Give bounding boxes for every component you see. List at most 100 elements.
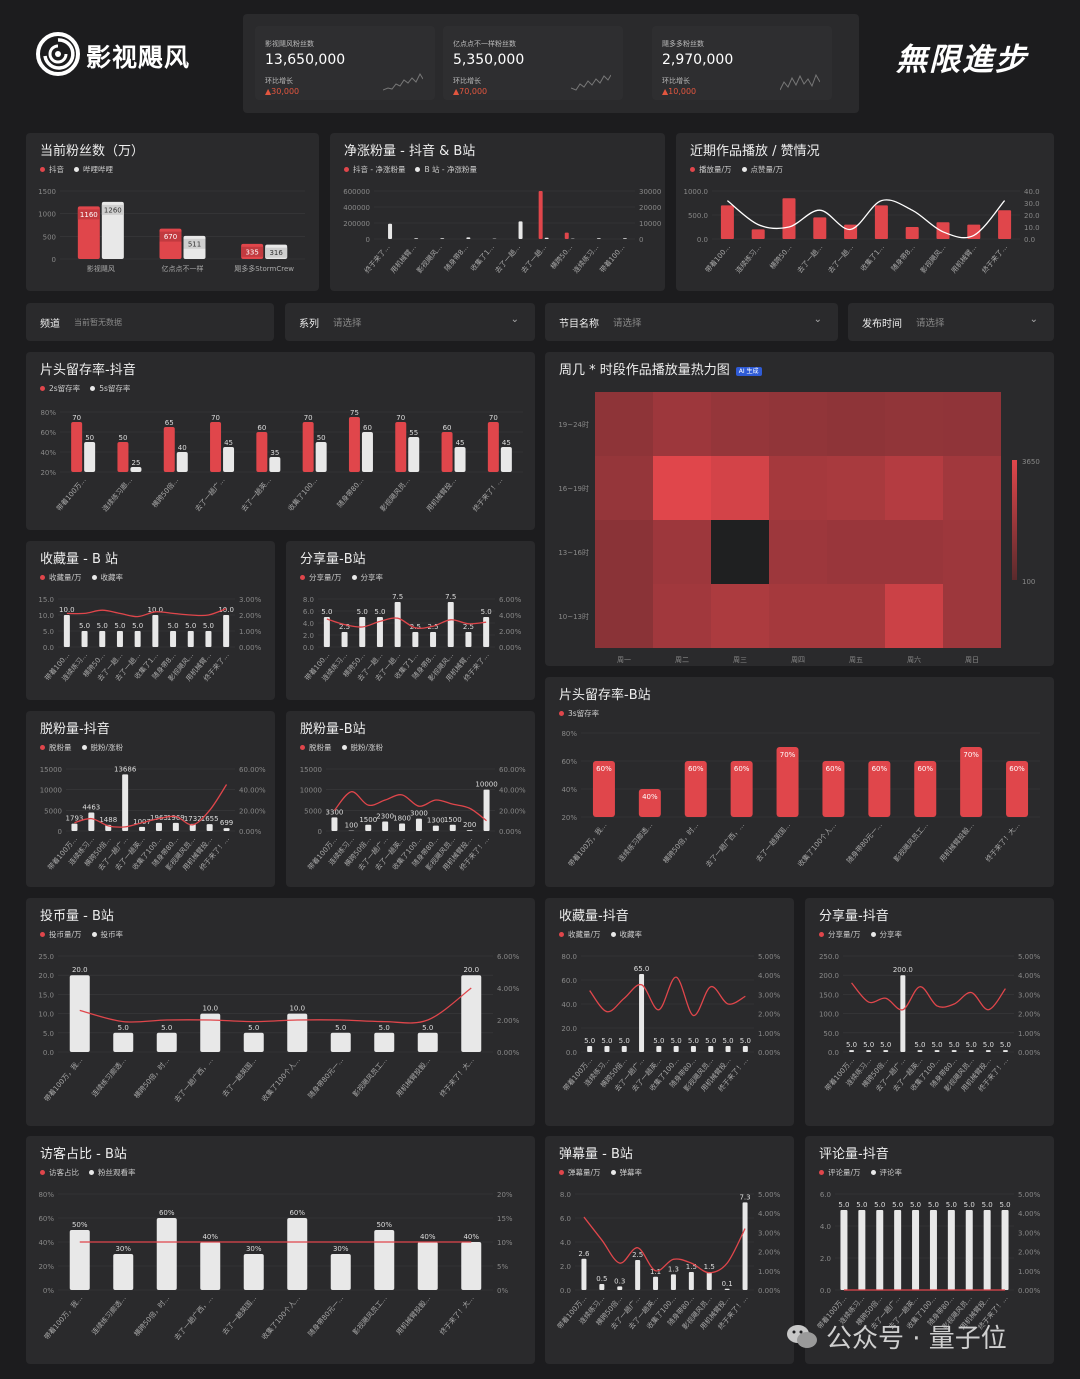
bar-label: 5.0: [671, 1037, 682, 1045]
legend-item[interactable]: 分享量/万: [300, 572, 342, 583]
bar: [88, 812, 95, 831]
bar: [500, 447, 512, 472]
legend-item[interactable]: 脱粉/涨粉: [341, 742, 383, 753]
bar: [113, 1254, 134, 1290]
bar-label: 5.0: [97, 622, 108, 630]
bar-label: 5.0: [874, 1201, 885, 1209]
legend-dot-icon: [74, 167, 79, 172]
bar: [466, 237, 471, 239]
legend-item[interactable]: 评论率: [870, 1167, 903, 1178]
bar-label: 40: [178, 444, 187, 452]
legend-item[interactable]: 哔哩哔哩: [74, 164, 113, 175]
y2-tick-label: 20.00%: [499, 807, 526, 815]
x-tick-label: 周二: [675, 656, 689, 664]
legend-item[interactable]: 2s留存率: [40, 383, 80, 394]
bar-label: 60%: [159, 1209, 175, 1217]
filter-channel[interactable]: 频道 当前暂无数据: [26, 303, 274, 341]
series-line: [66, 607, 227, 618]
legend-item[interactable]: 抖音: [40, 164, 64, 175]
legend-label: 投币率: [100, 930, 124, 939]
legend-item[interactable]: 投币率: [91, 929, 124, 940]
chart-title: 当前粉丝数（万）: [40, 144, 145, 159]
bar: [341, 632, 348, 647]
legend-item[interactable]: 收藏量/万: [559, 929, 601, 940]
y2-tick-label: 20%: [497, 1191, 513, 1199]
filter-series[interactable]: 系列 请选择 ⌄: [285, 303, 535, 341]
legend-item[interactable]: 投币量/万: [40, 929, 82, 940]
legend-item[interactable]: 弹幕量/万: [559, 1167, 601, 1178]
legend-item[interactable]: 收藏率: [91, 572, 123, 583]
legend-item[interactable]: 分享率: [351, 572, 383, 583]
legend-item[interactable]: 分享率: [870, 929, 902, 940]
bar-label: 70: [396, 414, 405, 422]
bar: [223, 615, 230, 647]
y-tick-label: 500: [43, 233, 56, 241]
bar: [71, 422, 83, 472]
legend-label: 抖音 - 净涨粉量: [353, 165, 406, 174]
heat-cell: [769, 584, 827, 648]
heat-cell: [827, 584, 885, 648]
bar: [134, 631, 141, 647]
heat-cell: [885, 392, 943, 456]
y2-tick-label: 10%: [497, 1239, 513, 1247]
bar-label: 5.0: [838, 1201, 849, 1209]
bar: [200, 1013, 221, 1052]
y-tick-label: 4.0: [820, 1223, 831, 1231]
bar: [622, 238, 627, 239]
bar: [822, 761, 845, 817]
panel-share-bili: 分享量-B站 分享量/万 分享率 8.0 6.0 4.0 2.0 0.0 6.00% 4.00% 2…: [286, 541, 535, 700]
bar-label: 1260: [104, 206, 122, 214]
y-tick-label: 1000.0: [684, 188, 709, 196]
y-tick-label: 10000: [40, 787, 62, 795]
filter-date[interactable]: 发布时间 请选择 ⌄: [848, 303, 1054, 341]
y-tick-label: 0.0: [828, 1049, 839, 1057]
chart-legend: 分享量/万 分享率: [300, 572, 383, 583]
bar-label: 7.5: [445, 593, 456, 601]
bar: [776, 747, 799, 817]
filter-program[interactable]: 节目名称 请选择 ⌄: [545, 303, 838, 341]
bar: [917, 1050, 923, 1052]
bar-label: 5.0: [914, 1041, 925, 1049]
bar: [670, 1274, 676, 1290]
x-tick-label: 收集了100...: [286, 476, 319, 513]
legend-item[interactable]: 5s留存率: [90, 383, 130, 394]
legend-item[interactable]: 脱粉/涨粉: [81, 742, 123, 753]
legend-label: 2s留存率: [49, 384, 81, 393]
bar-label: 1963: [150, 814, 168, 822]
legend-item[interactable]: 收藏率: [610, 929, 642, 940]
bar-label: 5.0: [357, 608, 368, 616]
bar: [315, 442, 327, 472]
bar: [269, 457, 281, 472]
panel-comment-douyin: 评论量-抖音 评论量/万 评论率 6.0 4.0 2.0 0.0 5.00% 4.00% 3.00…: [805, 1136, 1054, 1364]
y-tick-label: 80.0: [561, 953, 577, 961]
legend-item[interactable]: 粉丝观看率: [89, 1167, 136, 1178]
y2-tick-label: 40.0: [1024, 188, 1040, 196]
legend-item[interactable]: 访客占比: [40, 1167, 79, 1178]
legend-item[interactable]: 播放量/万: [690, 164, 732, 175]
legend-item[interactable]: 分享量/万: [819, 929, 861, 940]
kpi-change-value: 30,000: [271, 87, 300, 96]
y2-tick-label: 20.0: [1024, 212, 1040, 220]
y-tick-label: 15000: [300, 766, 322, 774]
heat-cell: [885, 520, 943, 584]
legend-item[interactable]: 3s留存率: [559, 708, 599, 719]
x-tick-label: 去了一趟...: [493, 243, 522, 275]
legend-dot-icon: [90, 386, 96, 391]
legend-item[interactable]: 抖音 - 净涨粉量: [344, 164, 405, 175]
legend-label: 收藏量/万: [49, 573, 82, 582]
legend-item[interactable]: B 站 - 净涨粉量: [415, 164, 477, 175]
legend-item[interactable]: 脱粉量: [40, 742, 72, 753]
bar: [382, 821, 389, 831]
legend-item[interactable]: 脱粉量: [300, 742, 332, 753]
legend-item[interactable]: 弹幕率: [610, 1167, 642, 1178]
legend-label: 评论率: [879, 1168, 903, 1177]
legend-dot-icon: [870, 932, 876, 937]
bar: [172, 822, 179, 831]
chart-title: 脱粉量-抖音: [40, 722, 110, 737]
legend-item[interactable]: 评论量/万: [819, 1167, 861, 1178]
bar-label-bg: [265, 247, 288, 258]
legend-item[interactable]: 点赞量/万: [741, 164, 783, 175]
y2-tick-label: 10.0: [1024, 224, 1040, 232]
legend-item[interactable]: 收藏量/万: [40, 572, 82, 583]
bar: [690, 1046, 696, 1052]
